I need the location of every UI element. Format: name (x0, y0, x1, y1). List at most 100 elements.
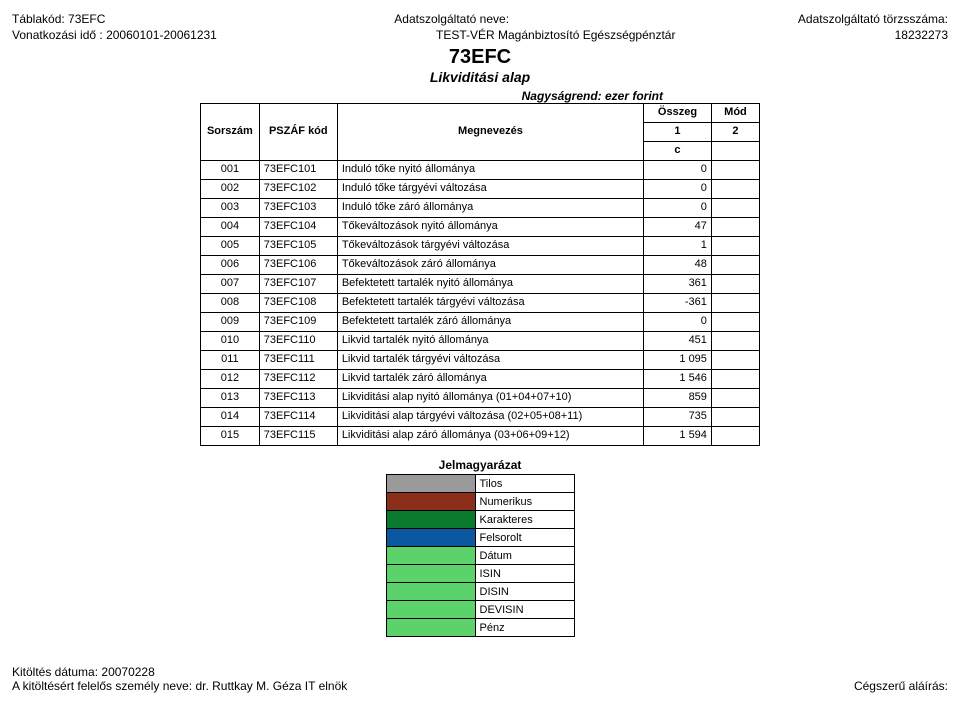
cell-mod (711, 408, 759, 427)
cell-code: 73EFC103 (259, 199, 337, 218)
cell-num: 015 (201, 427, 260, 446)
cell-num: 002 (201, 180, 260, 199)
legend-swatch (386, 619, 475, 637)
felelos-value: dr. Ruttkay M. Géza IT elnök (195, 679, 347, 693)
adatszolgaltato-neve-label: Adatszolgáltató neve: (105, 12, 798, 26)
legend-label: Dátum (475, 547, 574, 565)
vonatkozasi-value: 20060101-20061231 (106, 28, 217, 42)
cell-mod (711, 351, 759, 370)
legend-swatch (386, 547, 475, 565)
big-code: 73EFC (12, 46, 948, 69)
legend-label: DISIN (475, 583, 574, 601)
header-row-2: Vonatkozási idő : 20060101-20061231 TEST… (12, 28, 948, 42)
legend-row: Karakteres (386, 511, 574, 529)
cell-mod (711, 237, 759, 256)
footer: Kitöltés dátuma: 20070228 A kitöltésért … (12, 665, 948, 693)
subhead-c: c (644, 142, 712, 161)
cell-mod (711, 199, 759, 218)
torzsszam-value: 18232273 (895, 28, 948, 42)
tablakod-label: Táblakód: (12, 12, 65, 26)
cell-code: 73EFC115 (259, 427, 337, 446)
subhead-1: 1 (644, 123, 712, 142)
legend-title: Jelmagyarázat (386, 458, 575, 472)
legend-swatch (386, 529, 475, 547)
cell-label: Tőkeváltozások tárgyévi változása (337, 237, 643, 256)
cell-num: 011 (201, 351, 260, 370)
cell-label: Induló tőke záró állománya (337, 199, 643, 218)
cell-mod (711, 161, 759, 180)
cell-code: 73EFC111 (259, 351, 337, 370)
cell-code: 73EFC107 (259, 275, 337, 294)
table-row: 01273EFC112Likvid tartalék záró állomány… (201, 370, 760, 389)
cell-value: 361 (644, 275, 712, 294)
cell-mod (711, 332, 759, 351)
cell-label: Likvid tartalék tárgyévi változása (337, 351, 643, 370)
legend-swatch (386, 493, 475, 511)
legend-table: TilosNumerikusKarakteresFelsoroltDátumIS… (386, 474, 575, 637)
cell-value: 1 546 (644, 370, 712, 389)
cell-num: 010 (201, 332, 260, 351)
cell-mod (711, 294, 759, 313)
cell-value: 0 (644, 161, 712, 180)
cell-code: 73EFC106 (259, 256, 337, 275)
cell-mod (711, 370, 759, 389)
cell-value: 859 (644, 389, 712, 408)
felelos-label: A kitöltésért felelős személy neve: (12, 679, 192, 693)
cell-num: 005 (201, 237, 260, 256)
cell-code: 73EFC114 (259, 408, 337, 427)
cell-code: 73EFC108 (259, 294, 337, 313)
cell-num: 008 (201, 294, 260, 313)
cell-num: 014 (201, 408, 260, 427)
cell-num: 013 (201, 389, 260, 408)
cell-value: -361 (644, 294, 712, 313)
kitoltes-value: 20070228 (101, 665, 154, 679)
th-pszaf: PSZÁF kód (259, 104, 337, 161)
footer-left: Kitöltés dátuma: 20070228 A kitöltésért … (12, 665, 347, 693)
cell-label: Befektetett tartalék nyitó állománya (337, 275, 643, 294)
cell-label: Tőkeváltozások nyitó állománya (337, 218, 643, 237)
cell-label: Likviditási alap nyitó állománya (01+04+… (337, 389, 643, 408)
table-row: 01473EFC114Likviditási alap tárgyévi vál… (201, 408, 760, 427)
alairas-label: Cégszerű aláírás: (854, 679, 948, 693)
th-megnevezes: Megnevezés (337, 104, 643, 161)
legend-row: ISIN (386, 565, 574, 583)
legend-row: Felsorolt (386, 529, 574, 547)
cell-label: Tőkeváltozások záró állománya (337, 256, 643, 275)
header-left: Táblakód: 73EFC (12, 12, 105, 26)
table-row: 00873EFC108Befektetett tartalék tárgyévi… (201, 294, 760, 313)
table-row: 00173EFC101Induló tőke nyitó állománya0 (201, 161, 760, 180)
cell-mod (711, 256, 759, 275)
cell-label: Induló tőke nyitó állománya (337, 161, 643, 180)
cell-value: 1 594 (644, 427, 712, 446)
cell-value: 1 (644, 237, 712, 256)
cell-mod (711, 313, 759, 332)
cell-label: Befektetett tartalék tárgyévi változása (337, 294, 643, 313)
th-sorszam: Sorszám (201, 104, 260, 161)
cell-label: Befektetett tartalék záró állománya (337, 313, 643, 332)
table-row: 00473EFC104Tőkeváltozások nyitó állomány… (201, 218, 760, 237)
legend-label: Felsorolt (475, 529, 574, 547)
cell-mod (711, 218, 759, 237)
cell-num: 003 (201, 199, 260, 218)
legend-swatch (386, 583, 475, 601)
subhead-empty (711, 142, 759, 161)
cell-num: 009 (201, 313, 260, 332)
legend-swatch (386, 475, 475, 493)
cell-num: 012 (201, 370, 260, 389)
cell-code: 73EFC101 (259, 161, 337, 180)
legend-label: Karakteres (475, 511, 574, 529)
table-row: 00273EFC102Induló tőke tárgyévi változás… (201, 180, 760, 199)
legend-swatch (386, 511, 475, 529)
cell-code: 73EFC105 (259, 237, 337, 256)
legend-row: DEVISIN (386, 601, 574, 619)
th-osszeg: Összeg (644, 104, 712, 123)
legend-label: ISIN (475, 565, 574, 583)
cell-num: 004 (201, 218, 260, 237)
cell-value: 47 (644, 218, 712, 237)
table-row: 00673EFC106Tőkeváltozások záró állománya… (201, 256, 760, 275)
tablakod-value: 73EFC (68, 12, 105, 26)
legend-label: Numerikus (475, 493, 574, 511)
vonatkozasi-label: Vonatkozási idő : (12, 28, 103, 42)
cell-label: Likvid tartalék záró állománya (337, 370, 643, 389)
cell-num: 006 (201, 256, 260, 275)
